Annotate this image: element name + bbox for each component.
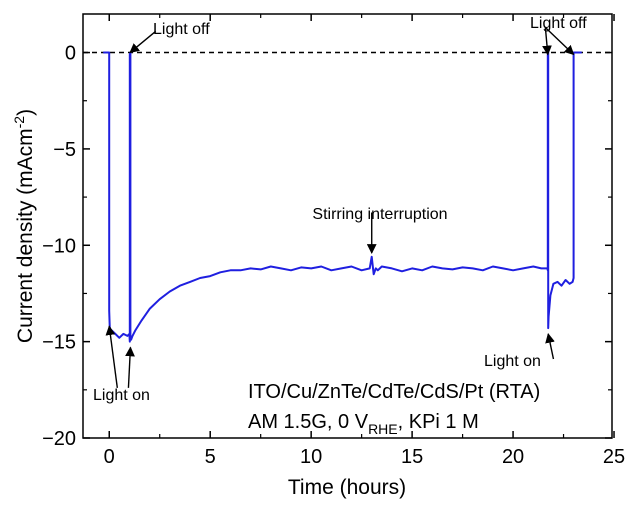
x-tick-label: 20: [502, 446, 524, 468]
y-tick-label: −5: [53, 139, 76, 161]
current-density-series-line: [103, 51, 582, 343]
y-tick-label: −10: [42, 235, 76, 257]
axes-layer: 0 5 10 15 20 25 0 −5 −10 −15 −20: [42, 13, 625, 468]
annotation-arrow: [542, 27, 552, 56]
annotation-arrow: [129, 30, 157, 54]
annotation-arrow: [125, 346, 135, 388]
x-tick-label: 15: [401, 446, 423, 468]
y-tick-label: −20: [42, 428, 76, 450]
x-tick-label: 10: [300, 446, 322, 468]
annotation-stirring-interruption: Stirring interruption: [312, 206, 447, 223]
annotation-light-on-right: Light on: [484, 353, 541, 370]
y-tick-label: 0: [65, 43, 76, 65]
x-tick-label: 25: [603, 446, 625, 468]
x-tick-label: 5: [205, 446, 216, 468]
plot-layer: [83, 51, 612, 343]
y-axis-title-main: Current density (mAcm: [14, 128, 37, 343]
legend-conditions-label: AM 1.5G, 0 VRHE, KPi 1 M: [248, 411, 479, 437]
x-tick-label: 0: [104, 446, 115, 468]
annotation-light-off-left: Light off: [153, 21, 210, 38]
annotations-layer: [105, 26, 575, 388]
legend-conditions-main: AM 1.5G, 0 V: [248, 411, 369, 433]
annotation-light-on-left: Light on: [93, 387, 150, 404]
annotation-arrow: [105, 325, 119, 388]
annotation-arrow: [545, 332, 555, 360]
y-axis-title: Current density (mAcm-2): [11, 109, 37, 343]
annotation-arrow: [544, 26, 575, 56]
legend-conditions-tail: , KPi 1 M: [398, 411, 479, 433]
annotation-light-off-right: Light off: [530, 15, 587, 32]
plot-frame: [82, 13, 613, 439]
y-axis-title-exponent: -2: [11, 116, 27, 129]
x-axis-title: Time (hours): [288, 476, 406, 499]
y-axis-title-close: ): [14, 109, 37, 116]
legend-conditions-subscript: RHE: [368, 421, 398, 437]
y-tick-label: −15: [42, 332, 76, 354]
legend-sample-label: ITO/Cu/ZnTe/CdTe/CdS/Pt (RTA): [248, 381, 540, 403]
